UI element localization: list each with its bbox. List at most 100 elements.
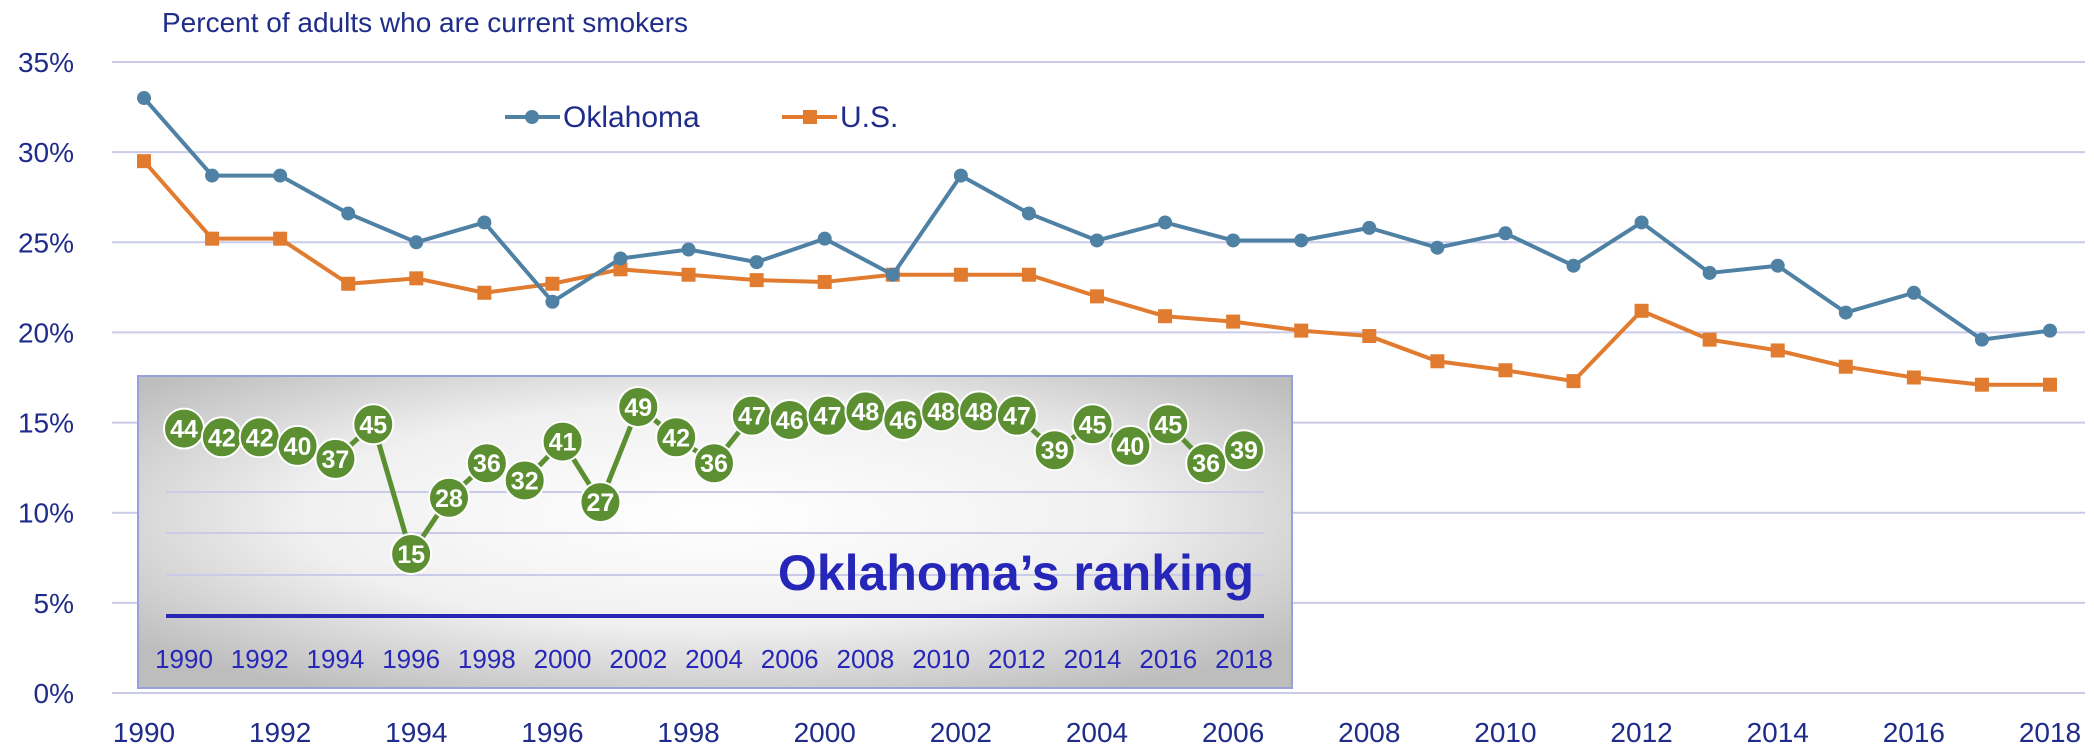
y-tick-label: 15% <box>18 408 74 439</box>
ranking-point <box>390 533 433 575</box>
x-tick-label: 2018 <box>2019 717 2081 748</box>
ranking-x-tick-label: 1994 <box>307 644 365 674</box>
us-point <box>1838 359 1853 374</box>
chart-title: Percent of adults who are current smoker… <box>162 7 688 38</box>
main-y-axis: 0% 5% 10% 15% 20% 25% 30% 35% <box>18 47 74 709</box>
ranking-x-tick-label: 1998 <box>458 644 516 674</box>
ranking-x-tick-label: 2004 <box>685 644 743 674</box>
oklahoma-point <box>1430 240 1445 255</box>
oklahoma-point <box>1770 258 1785 273</box>
ranking-point <box>579 481 622 524</box>
main-series <box>137 91 2057 392</box>
ranking-x-tick-label: 1996 <box>382 644 440 674</box>
ranking-point <box>352 403 395 446</box>
oklahoma-point <box>885 267 900 282</box>
us-point <box>1090 289 1104 304</box>
x-tick-label: 2014 <box>1747 717 1809 748</box>
ranking-inset-gridlines <box>166 491 1264 576</box>
oklahoma-point <box>273 168 288 183</box>
ranking-x-tick-label: 2014 <box>1064 644 1122 674</box>
ranking-x-tick-label: 1992 <box>231 644 289 674</box>
ranking-x-tick-label: 2002 <box>609 644 667 674</box>
ranking-x-tick-label: 2012 <box>988 644 1046 674</box>
oklahoma-point <box>613 251 628 266</box>
y-tick-label: 5% <box>34 588 74 619</box>
oklahoma-point <box>749 255 764 270</box>
ranking-value-label: 40 <box>284 433 312 461</box>
x-tick-label: 2004 <box>1066 717 1128 748</box>
ranking-x-tick-label: 1990 <box>155 644 213 674</box>
us-point <box>1634 303 1649 318</box>
us-point <box>1702 332 1717 347</box>
ranking-value-label: 48 <box>852 398 880 426</box>
x-tick-label: 2002 <box>930 717 992 748</box>
y-tick-label: 20% <box>18 317 74 348</box>
y-tick-label: 25% <box>18 227 74 258</box>
legend: Oklahoma U.S. <box>505 101 898 134</box>
us-line <box>142 159 2050 387</box>
x-tick-label: 2000 <box>794 717 856 748</box>
us-point <box>749 273 764 288</box>
us-point <box>1430 354 1445 369</box>
y-tick-label: 30% <box>18 137 74 168</box>
ranking-value-label: 46 <box>889 407 917 435</box>
ranking-value-label: 40 <box>1117 433 1145 461</box>
x-tick-label: 1994 <box>385 717 447 748</box>
oklahoma-point <box>477 215 492 230</box>
us-point <box>273 231 288 246</box>
us-point <box>681 267 696 282</box>
ranking-inset-title: Oklahoma’s ranking <box>778 545 1254 601</box>
x-tick-label: 2008 <box>1338 717 1400 748</box>
ranking-x-tick-label: 2000 <box>534 644 592 674</box>
x-tick-label: 2012 <box>1610 717 1672 748</box>
ranking-point <box>541 420 584 463</box>
us-point <box>341 276 356 291</box>
ranking-value-label: 45 <box>1079 411 1107 439</box>
oklahoma-point <box>1294 233 1309 248</box>
us-point <box>1498 363 1513 378</box>
us-point <box>137 154 151 169</box>
legend-oklahoma-label: Oklahoma <box>563 101 700 134</box>
ranking-x-tick-label: 2006 <box>761 644 819 674</box>
oklahoma-point <box>1906 285 1921 300</box>
ranking-value-label: 42 <box>662 424 690 452</box>
oklahoma-point <box>2043 323 2057 338</box>
ranking-point <box>1109 424 1152 467</box>
ranking-point <box>655 416 698 459</box>
oklahoma-point <box>1226 233 1241 248</box>
x-tick-label: 2006 <box>1202 717 1264 748</box>
ranking-value-label: 47 <box>814 403 842 431</box>
oklahoma-point <box>341 206 356 221</box>
oklahoma-point <box>545 294 560 309</box>
us-point <box>477 285 492 300</box>
oklahoma-point <box>1838 305 1853 320</box>
ranking-value-label: 47 <box>738 403 766 431</box>
x-tick-label: 2010 <box>1474 717 1536 748</box>
ranking-value-label: 44 <box>170 416 198 444</box>
oklahoma-line <box>142 96 2051 342</box>
us-point <box>409 271 424 286</box>
ranking-point <box>276 424 319 467</box>
us-point <box>817 274 832 289</box>
oklahoma-point <box>1158 215 1173 230</box>
ranking-inset-axis-bar <box>166 614 1264 618</box>
legend-us-label: U.S. <box>840 101 898 134</box>
ranking-value-label: 48 <box>927 398 955 426</box>
oklahoma-point <box>1634 215 1649 230</box>
ranking-value-label: 27 <box>587 489 615 517</box>
x-tick-label: 1992 <box>249 717 311 748</box>
oklahoma-point <box>1090 233 1104 248</box>
oklahoma-point <box>1021 206 1036 221</box>
x-tick-label: 2016 <box>1883 717 1945 748</box>
x-tick-label: 1998 <box>657 717 719 748</box>
ranking-value-label: 37 <box>322 446 350 474</box>
oklahoma-point <box>817 231 832 246</box>
ranking-value-label: 36 <box>1192 450 1220 478</box>
ranking-point <box>428 476 470 519</box>
ranking-point <box>1223 429 1265 472</box>
ranking-value-label: 42 <box>246 424 274 452</box>
ranking-point <box>617 386 660 428</box>
oklahoma-point <box>137 91 151 106</box>
legend-oklahoma-marker <box>525 110 539 124</box>
